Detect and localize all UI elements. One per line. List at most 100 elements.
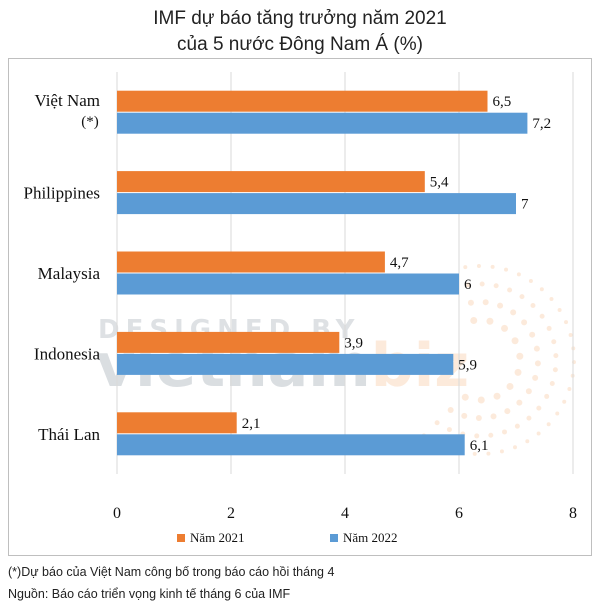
watermark-dot (486, 451, 491, 456)
bar (117, 353, 454, 375)
watermark-dot (476, 264, 481, 269)
watermark-dot (533, 345, 540, 352)
watermark-dot (536, 405, 542, 411)
data-label: 6,1 (470, 438, 489, 454)
bar (117, 90, 488, 112)
category-label: Malaysia (38, 264, 101, 283)
watermark-dot (502, 429, 508, 435)
watermark-dot (463, 265, 468, 270)
category-note: (*) (81, 114, 99, 130)
watermark-dot (568, 332, 573, 337)
category-label: Indonesia (34, 344, 101, 363)
legend-label: Năm 2022 (343, 530, 398, 545)
watermark-dot (461, 412, 468, 419)
watermark-dot (532, 374, 539, 381)
chart-title: IMF dự báo tăng trưởng năm 2021 của 5 nư… (0, 6, 600, 58)
watermark-dot (479, 281, 485, 287)
chart-frame (8, 58, 592, 556)
watermark-dot (516, 272, 521, 277)
watermark-dot (497, 302, 504, 309)
watermark-dot (555, 411, 560, 416)
watermark-dot (525, 388, 532, 395)
x-tick-label: 6 (455, 505, 463, 522)
watermark-dot (470, 316, 478, 324)
bar (117, 412, 237, 434)
data-label: 5,4 (430, 175, 449, 191)
x-tick-label: 8 (569, 505, 577, 522)
watermark-dot (499, 449, 504, 454)
watermark-dot (528, 278, 533, 283)
x-tick-label: 2 (227, 505, 235, 522)
watermark-dot (551, 339, 557, 345)
watermark-dot (447, 407, 454, 414)
watermark-dot (482, 299, 489, 306)
watermark-dot (552, 367, 558, 373)
watermark-dot (512, 445, 517, 450)
watermark-dot (501, 324, 509, 332)
watermark-dot (557, 307, 562, 312)
watermark-dot (461, 393, 469, 401)
watermark-dot (467, 299, 474, 306)
watermark-dot (521, 319, 528, 326)
watermark-dot (474, 433, 480, 439)
watermark-dot (534, 360, 541, 367)
watermark-dot (493, 283, 499, 289)
watermark-dot (446, 427, 452, 433)
data-label: 5,9 (458, 357, 477, 373)
data-label: 2,1 (242, 416, 261, 432)
data-label: 3,9 (344, 335, 363, 351)
watermark-dot (488, 432, 494, 438)
legend-swatch (177, 534, 185, 542)
watermark-dot (486, 317, 494, 325)
data-label: 6 (464, 277, 472, 293)
category-label: Philippines (23, 184, 100, 203)
watermark-dot (549, 380, 555, 386)
legend-swatch (330, 534, 338, 542)
watermark-dot (536, 431, 541, 436)
watermark-dot (526, 415, 532, 421)
watermark-dot (514, 423, 520, 429)
category-label: Thái Lan (38, 425, 100, 444)
watermark-dot (564, 320, 569, 325)
footnote: (*)Dự báo của Việt Nam công bố trong báo… (8, 565, 335, 579)
data-label: 6,5 (493, 94, 512, 110)
watermark-dot (472, 451, 477, 456)
legend-label: Năm 2021 (190, 530, 245, 545)
category-label: Việt Nam (34, 91, 100, 110)
watermark-dot (539, 313, 545, 319)
watermark-dot (562, 399, 567, 404)
bar (117, 171, 425, 193)
bar (117, 193, 516, 215)
watermark-dot (514, 368, 522, 376)
bar (117, 434, 465, 456)
watermark-dot (504, 408, 511, 415)
watermark-dot (539, 287, 544, 292)
watermark-dot (477, 396, 485, 404)
x-tick-label: 4 (341, 505, 349, 522)
watermark-dot (507, 287, 513, 293)
watermark-dot (511, 337, 519, 345)
watermark-dot (490, 413, 497, 420)
watermark-dot (434, 420, 440, 426)
watermark-dot (525, 439, 530, 444)
watermark-dot (567, 387, 572, 392)
data-label: 7,2 (532, 116, 551, 132)
watermark-dot (546, 422, 551, 427)
watermark-dot (530, 302, 536, 308)
watermark-dot (544, 393, 550, 399)
bar (117, 112, 528, 134)
bar (117, 273, 459, 295)
watermark-dot (519, 294, 525, 300)
bar (117, 331, 340, 353)
watermark-dot (504, 267, 509, 272)
watermark-dot (490, 264, 495, 269)
chart-title-line-2: của 5 nước Đông Nam Á (%) (177, 34, 423, 55)
data-label: 7 (521, 197, 529, 213)
source-note: Nguồn: Báo cáo triển vọng kinh tế tháng … (8, 587, 291, 601)
bar (117, 251, 385, 273)
watermark-dot (506, 382, 514, 390)
x-tick-label: 0 (113, 505, 121, 522)
watermark-dot (516, 399, 523, 406)
watermark-dot (475, 414, 482, 421)
